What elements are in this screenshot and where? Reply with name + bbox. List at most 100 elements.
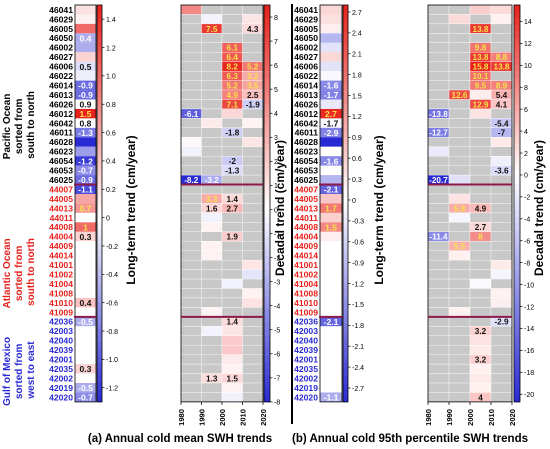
decadal-cell [448,354,471,365]
decadal-cell [448,335,471,346]
station-label: 41009 [49,307,73,317]
colorbar-segment [514,296,520,303]
decadal-cell [221,297,243,308]
station-label: 42019 [49,383,73,393]
decadal-cell [427,241,450,251]
colorbar-segment [514,309,520,317]
decade-tick-label: 2010 [487,409,496,426]
decadal-cell [242,14,264,25]
decadal-cell [180,203,202,214]
long-term-cell [320,345,342,355]
colorbar-segment [514,117,520,125]
decadal-cell [469,118,492,129]
decadal-value: 3.2 [475,356,487,365]
station-label: 44013 [49,203,73,213]
colorbar-segment [264,203,270,211]
decadal-cell [427,99,450,110]
colorbar-segment [343,243,348,251]
decadal-value: 5.2 [227,81,239,90]
long-term-cell [75,241,96,251]
colorbar-segment [343,150,348,158]
colorbar-tick-label: -6 [524,239,530,246]
decadal-cell [490,250,513,261]
decadal-cell [469,165,492,176]
colorbar-segment [97,84,102,92]
decadal-value: -1.9 [246,100,261,109]
colorbar-segment [264,395,270,403]
long-term-column-border [74,4,97,403]
decadal-cell [201,278,223,289]
colorbar-segment [264,57,270,65]
colorbar-segment [343,190,348,198]
panel-a-decadal-grid: 7.5 4.36.16.48.2 5.26.3 3.25.2 3.54.9 2.57.1-… [177,4,268,426]
decadal-value: 13.8 [494,63,510,72]
decadal-cell [490,146,513,157]
decadal-cell [242,316,264,327]
colorbar-segment [97,170,102,178]
long-term-value: -2.1 [324,185,339,195]
decadal-cell [427,363,450,374]
decadal-cell [448,156,471,166]
region-labels: Pacific Ocean sorted from south to north… [2,91,37,406]
colorbar-segment [264,196,270,204]
decadal-cell [221,174,243,185]
colorbar-segment [97,57,102,65]
decadal-value: 1.4 [227,318,239,327]
colorbar-tick-label: 1.2 [106,45,116,52]
colorbar-segment [343,84,348,92]
long-term-cell [75,80,96,91]
station-label: 46041 [49,5,73,15]
colorbar-tick-label: 6 [274,63,278,70]
colorbar-segment [264,11,270,19]
decadal-cell [180,316,202,327]
decade-tick-label: 1990 [445,409,454,426]
decadal-cell [242,345,264,355]
colorbar-segment [514,64,520,72]
decadal-cell [242,335,264,346]
colorbar-tick-label: -14 [524,326,534,333]
colorbar-tick-label: -1.5 [352,302,364,309]
decadal-cell [180,382,202,393]
station-label: 46027 [49,52,73,62]
decadal-cell [448,137,471,147]
decadal-cell [490,156,513,166]
decadal-cell [448,14,471,25]
decadal-cell [448,52,471,62]
long-term-cell [75,231,96,242]
station-label: 42035 [294,364,318,374]
decadal-value: 12.9 [473,100,489,109]
colorbar-frame [513,4,521,403]
decadal-value: 1.6 [206,204,218,213]
decadal-value: 2.7 [227,204,239,213]
colorbar-tick-label: 0.9 [352,135,362,142]
colorbar-segment [264,64,270,72]
panel-b-decadal-axis-label: Decadal trend (cm/year) [532,140,546,276]
colorbar-segment [343,157,348,165]
colorbar-segment [514,44,520,52]
decade-tick-label: 1980 [424,409,433,426]
colorbar-segment [514,229,520,237]
decadal-cell [242,307,264,318]
colorbar-tick-label: 0 [106,215,110,222]
long-term-value: -1.2 [78,156,93,166]
colorbar-segment [264,322,270,330]
station-label: 44011 [295,213,319,223]
colorbar-segment [343,90,348,98]
panel-a-long-term-axis-label: Long-term trend (cm/year) [124,135,138,284]
long-term-cell [75,14,96,24]
colorbar-segment [514,110,520,118]
decadal-cell [427,345,450,355]
long-term-cell [320,222,342,232]
station-label: 42036 [49,317,73,327]
colorbar-tick-label: -2.1 [352,344,364,351]
long-term-cell [75,222,96,232]
colorbar-segment [264,143,270,151]
station-label: 41004 [294,279,318,289]
decadal-cell [448,250,471,261]
decadal-cell [180,80,202,91]
decadal-cell [221,392,243,403]
colorbar-segment [343,322,348,330]
long-term-cell [75,146,96,157]
long-term-cell [75,137,96,147]
